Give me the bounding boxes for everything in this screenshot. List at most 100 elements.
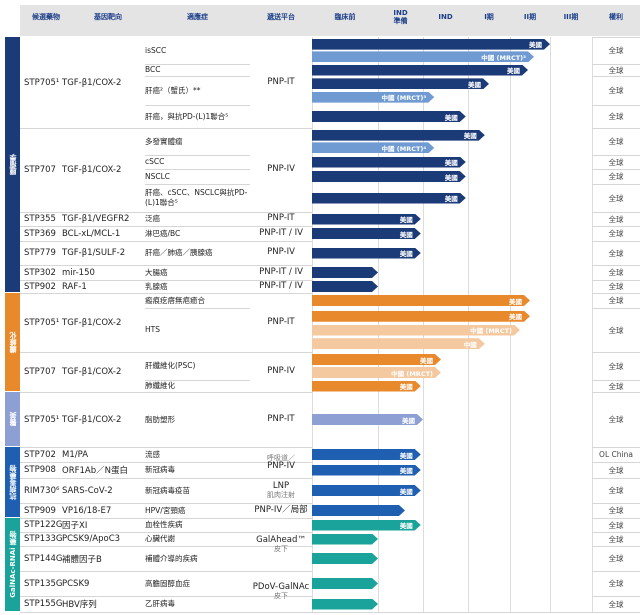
indication-label: 高膽固醇血症 — [145, 578, 190, 588]
category-label: 纖維化 — [8, 331, 17, 353]
indication-label: 肝癌／肺癌／胰腺癌 — [145, 248, 213, 258]
row-divider-rights — [592, 546, 640, 547]
row-divider-rights — [592, 241, 640, 242]
pipeline-bar: 中國 (MRCT)³ — [312, 92, 434, 103]
rights-label: 全球 — [608, 465, 624, 475]
indication-divider — [145, 380, 250, 381]
drug-divider — [20, 447, 312, 448]
indication-label: 脂肪塑形 — [145, 414, 175, 424]
platform-label: PNP-IT — [267, 213, 295, 224]
drug-name: STP133G — [24, 534, 63, 544]
platform-label: PNP-IV／局部 — [254, 504, 308, 515]
gene-target: mir-150 — [62, 267, 95, 278]
pipeline-bar: 中國 (MRCT)³ — [312, 51, 534, 62]
pipeline-bar: 美國 — [312, 354, 441, 365]
drug-name: STP779 — [24, 248, 56, 258]
pipeline-bar: 中國 — [312, 338, 485, 349]
drug-name: STP702 — [24, 449, 56, 460]
pipeline-bar — [312, 553, 378, 564]
gene-target: TGF-β1/COX-2 — [62, 165, 122, 175]
pipeline-bar — [312, 505, 405, 516]
header-9: III期 — [563, 13, 579, 22]
rights-label: 全球 — [608, 554, 624, 563]
drug-divider — [20, 518, 312, 519]
drug-name: STP909 — [24, 505, 56, 516]
pipeline-bar: 美國 — [312, 520, 421, 531]
drug-name: STP135G — [24, 578, 63, 589]
row-divider-rights — [592, 226, 640, 227]
pipeline-bar: 美國 — [312, 193, 466, 204]
drug-divider — [20, 462, 312, 463]
delivery-platform: PNP-IT / IV — [250, 265, 312, 280]
drug-divider — [20, 212, 312, 213]
drug-divider — [20, 546, 312, 547]
drug-divider — [20, 352, 312, 353]
row-divider-rights — [592, 478, 640, 479]
pipeline-bar — [312, 281, 378, 292]
platform-label: PNP-IV — [267, 366, 295, 377]
gene-target: TGF-β1/COX-2 — [62, 317, 122, 328]
indication-label: 肝癌，與抗PD-(L)1聯合⁵ — [145, 111, 229, 121]
indication-divider — [145, 155, 250, 156]
pipeline-bar — [312, 578, 378, 589]
rights-label: OL China — [599, 450, 633, 459]
drug-name: STP144G — [24, 553, 63, 564]
gene-target: RAF-1 — [62, 281, 87, 292]
drug-name: RIM730⁶ — [24, 485, 60, 496]
header-8: II期 — [523, 13, 537, 22]
drug-divider — [20, 241, 312, 242]
header-0: 候選藥物 — [32, 13, 60, 22]
category-label: 醫美 — [8, 412, 17, 426]
delivery-platform: PNP-IV — [250, 241, 312, 265]
indication-label: 肝癌²（蟹氏）** — [145, 85, 201, 95]
gene-target: TGF-β1/VEGFR2 — [62, 214, 130, 224]
pipeline-bar: 美國 — [312, 381, 421, 392]
indication-label: 肝纖維化(PSC) — [145, 361, 196, 371]
pipeline-bar: 美國 — [312, 311, 530, 322]
platform-label: PNP-IT / IV — [259, 266, 303, 277]
gene-target: 補體因子B — [62, 554, 102, 565]
rights-label: 全球 — [608, 46, 624, 55]
indication-label: 大腸癌 — [145, 267, 168, 277]
drug-name: STP122G — [24, 520, 63, 530]
indication-label: 流感 — [145, 449, 160, 459]
pipeline-bar: 美國 — [312, 171, 466, 182]
gene-target: M1/PA — [62, 449, 89, 460]
header-4: 臨床前 — [334, 13, 356, 22]
platform-label: LNP — [272, 480, 290, 491]
indication-label: 補體介導的疾病 — [145, 553, 198, 563]
drug-divider — [20, 128, 312, 129]
platform-label: PNP-IV — [267, 247, 295, 258]
row-divider-rights — [592, 447, 640, 448]
delivery-platform: PNP-IV／局部 — [250, 503, 312, 518]
rights-label: 全球 — [608, 65, 624, 75]
pipeline-bar: 美國 — [312, 214, 421, 225]
indication-label: cSCC — [145, 157, 165, 167]
row-divider-rights — [592, 64, 640, 65]
delivery-platform: PNP-IT / IV — [250, 226, 312, 241]
platform-route: 皮下 — [274, 592, 288, 601]
row-divider-rights — [592, 280, 640, 281]
indication-label: 新冠病毒 — [145, 465, 175, 475]
row-divider-rights — [592, 128, 640, 129]
indication-label: 乙肝病毒 — [145, 599, 175, 609]
delivery-platform: PNP-IT — [250, 293, 312, 352]
gene-target: HBV序列 — [62, 600, 97, 610]
drug-name: STP908 — [24, 465, 56, 475]
gene-target: SARS-CoV-2 — [62, 485, 113, 496]
pipeline-bar: 美國 — [312, 465, 421, 476]
rights-label: 全球 — [608, 579, 624, 588]
drug-divider — [20, 280, 312, 281]
indication-label: isSCC — [145, 45, 167, 55]
platform-label-2: PNP-IV — [267, 460, 295, 471]
platform-label: PNP-IT / IV — [259, 280, 303, 291]
row-divider-rights — [592, 380, 640, 381]
delivery-platform: PDoV-GalNAc 皮下 — [250, 571, 312, 612]
row-divider-rights — [592, 155, 640, 156]
row-divider-rights — [592, 105, 640, 106]
table-bottom — [20, 612, 640, 613]
pipeline-bar: 美國 — [312, 414, 423, 425]
platform-label: PDoV-GalNAc — [252, 581, 310, 592]
pipeline-bar: 美國 — [312, 485, 421, 496]
